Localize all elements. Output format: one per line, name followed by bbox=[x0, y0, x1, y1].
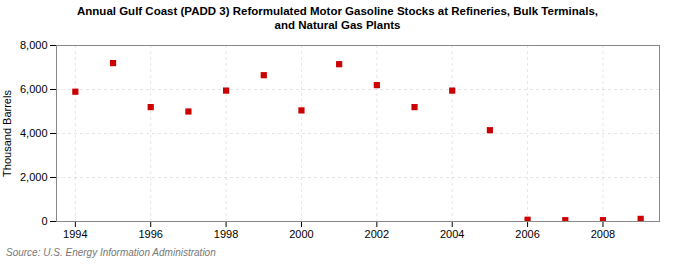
svg-text:1996: 1996 bbox=[138, 228, 162, 240]
svg-text:6,000: 6,000 bbox=[20, 83, 48, 95]
html-text:Source: U.S. Energy Informatio: Source: U.S. Energy Information Administ… bbox=[6, 246, 216, 258]
svg-text:1998: 1998 bbox=[214, 228, 238, 240]
svg-text:0: 0 bbox=[41, 215, 47, 227]
svg-text:4,000: 4,000 bbox=[20, 127, 48, 139]
svg-text:2002: 2002 bbox=[365, 228, 389, 240]
svg-text:2008: 2008 bbox=[591, 228, 615, 240]
svg-text:8,000: 8,000 bbox=[20, 39, 48, 51]
svg-text:2006: 2006 bbox=[515, 228, 539, 240]
svg-text:Thousand Barrels: Thousand Barrels bbox=[1, 89, 13, 176]
svg-text:2004: 2004 bbox=[440, 228, 464, 240]
svg-text:1994: 1994 bbox=[63, 228, 87, 240]
svg-text:2000: 2000 bbox=[289, 228, 313, 240]
html-text:Annual Gulf Coast (PADD 3) Ref: Annual Gulf Coast (PADD 3) Reformulated … bbox=[77, 5, 598, 32]
svg-text:2,000: 2,000 bbox=[20, 171, 48, 183]
